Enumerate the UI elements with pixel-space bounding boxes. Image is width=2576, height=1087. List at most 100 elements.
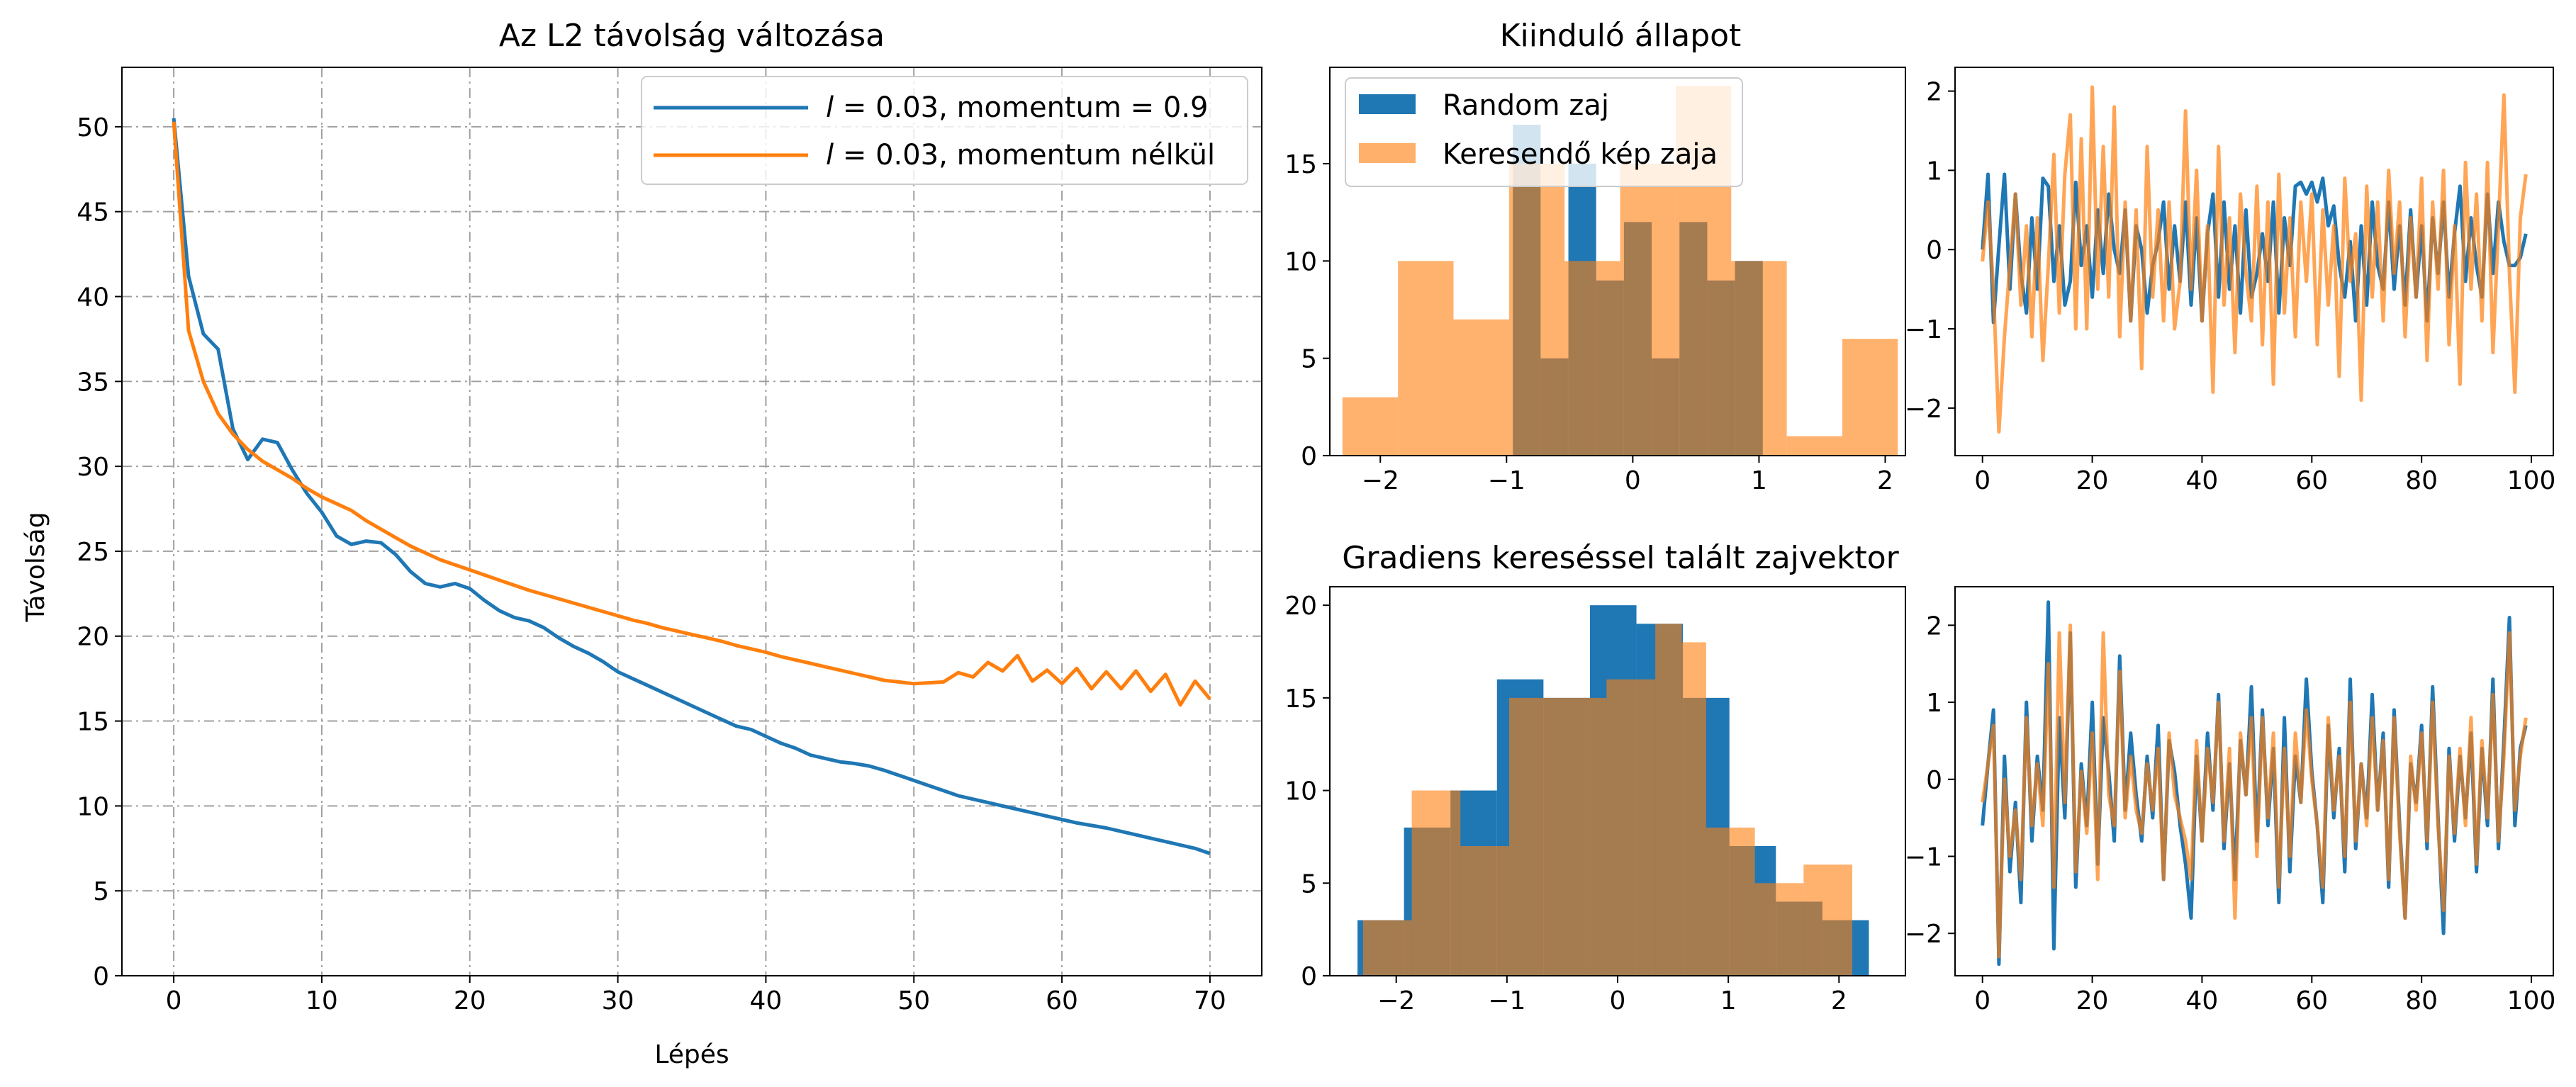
legend-swatch-random [1359, 94, 1416, 114]
y-tick-label: 45 [77, 198, 109, 227]
main-legend: l = 0.03, momentum = 0.9 l = 0.03, momen… [641, 76, 1248, 185]
x-tick-label: 0 [1610, 986, 1626, 1015]
y-tick-label: 25 [77, 538, 109, 567]
x-tick-label: −1 [1488, 466, 1525, 495]
y-tick-label: 20 [1284, 592, 1317, 621]
y-tick-label: 0 [1926, 236, 1942, 265]
y-tick-label: 0 [93, 962, 109, 991]
y-tick-label: −2 [1905, 395, 1942, 424]
y-tick-label: 15 [77, 708, 109, 737]
x-tick-label: 20 [2076, 986, 2109, 1015]
chart-main: 0 10 20 30 40 50 60 70 0 5 10 15 20 25 30 35 40 45 50 [77, 67, 1262, 1015]
axes-frame [1954, 586, 2554, 976]
series-line-1 [1981, 623, 2528, 959]
hist-bottom-title: Gradiens kereséssel talált zajvektor [1342, 540, 1899, 576]
series-line-0 [172, 118, 1211, 855]
histogram-bar [1564, 261, 1620, 456]
legend-label-momentum: l = 0.03, momentum = 0.9 [826, 91, 1208, 124]
x-tick-label: 10 [306, 986, 338, 1015]
series-line-1 [1981, 85, 2528, 434]
histogram-bar [1620, 163, 1676, 456]
hist-legend-box [1345, 77, 1743, 187]
main-x-label: Lépés [654, 1040, 729, 1069]
histogram-bar [1754, 883, 1804, 976]
y-tick-label: 2 [1926, 78, 1942, 107]
y-tick-label: 2 [1926, 612, 1942, 641]
x-tick-label: 30 [602, 986, 634, 1015]
y-tick-label: 10 [1284, 247, 1317, 276]
y-tick-label: −1 [1905, 315, 1942, 344]
main-y-label: Távolság [21, 512, 50, 622]
chart-line-gradient: 0 20 40 60 80 100 −2 −1 0 1 2 [1905, 586, 2555, 1015]
x-tick-label: 60 [2295, 986, 2328, 1015]
y-tick-label: 0 [1926, 766, 1942, 795]
x-tick-label: 0 [166, 986, 182, 1015]
histogram-bar [1453, 319, 1509, 456]
x-tick-label: 2 [1831, 986, 1847, 1015]
y-tick-label: 5 [1301, 869, 1317, 899]
y-tick-label: 40 [77, 283, 109, 312]
x-tick-label: 50 [897, 986, 930, 1015]
histogram-bar [1508, 697, 1558, 976]
y-tick-label: 0 [1301, 962, 1317, 991]
x-tick-label: −1 [1488, 986, 1525, 1015]
x-tick-label: 0 [1625, 466, 1641, 495]
histogram-series-1 [1362, 624, 1853, 976]
axes-frame [1329, 67, 1906, 456]
series-line-1 [172, 121, 1211, 707]
axes-frame [1329, 586, 1906, 976]
legend-swatch-target [1359, 143, 1416, 163]
x-tick-label: 20 [454, 986, 486, 1015]
histogram-bar [1460, 846, 1509, 976]
x-tick-label: 80 [2405, 986, 2438, 1015]
x-tick-label: 40 [2186, 466, 2219, 495]
x-tick-label: 0 [1974, 466, 1990, 495]
histogram-bar [1342, 397, 1399, 456]
histogram-series-1 [1342, 86, 1898, 456]
x-tick-label: 1 [1751, 466, 1767, 495]
hist-top-title: Kiinduló állapot [1500, 18, 1742, 54]
y-tick-label: 10 [77, 792, 109, 821]
y-tick-label: 5 [93, 877, 109, 906]
y-tick-label: 20 [77, 623, 109, 652]
histogram-bar [1655, 624, 1682, 976]
x-tick-label: 100 [2507, 466, 2556, 495]
y-tick-label: 10 [1284, 777, 1317, 806]
histogram-bar [1706, 827, 1755, 976]
x-tick-label: 1 [1720, 986, 1737, 1015]
main-title: Az L2 távolság változása [499, 18, 885, 54]
hist-legend: Random zaj Keresendő kép zaja [1345, 77, 1743, 187]
x-tick-label: 70 [1194, 986, 1226, 1015]
legend-label-random: Random zaj [1443, 89, 1609, 122]
histogram-bar [1786, 436, 1842, 456]
x-tick-label: 2 [1877, 466, 1893, 495]
main-legend-box [641, 76, 1248, 185]
x-tick-label: 40 [750, 986, 783, 1015]
histogram-bar [1557, 697, 1607, 976]
axes-frame [1954, 67, 2554, 456]
histogram-bar [1398, 261, 1454, 456]
x-tick-label: 60 [2295, 466, 2328, 495]
x-tick-label: 0 [1974, 986, 1990, 1015]
legend-label-target: Keresendő kép zaja [1443, 138, 1718, 171]
y-tick-label: 35 [77, 368, 109, 397]
histogram-bar [1681, 642, 1706, 976]
x-tick-label: 20 [2076, 466, 2109, 495]
chart-histogram-initial: −2 −1 0 1 2 0 5 10 15 [1284, 67, 1906, 495]
histogram-bar [1411, 790, 1461, 976]
x-tick-label: −2 [1362, 466, 1399, 495]
chart-line-initial: 0 20 40 60 80 100 −2 −1 0 1 2 [1905, 67, 2555, 495]
y-tick-label: 15 [1284, 150, 1317, 179]
histogram-bar [1606, 679, 1656, 976]
x-tick-label: 60 [1046, 986, 1078, 1015]
y-tick-label: 1 [1926, 157, 1942, 186]
y-tick-label: 15 [1284, 685, 1317, 714]
histogram-bar [1842, 339, 1898, 456]
histogram-bar [1803, 864, 1853, 976]
y-tick-label: 0 [1301, 442, 1317, 471]
histogram-bar [1508, 163, 1565, 456]
y-tick-label: 1 [1926, 689, 1942, 718]
x-tick-label: 40 [2186, 986, 2219, 1015]
y-tick-label: 5 [1301, 345, 1317, 374]
